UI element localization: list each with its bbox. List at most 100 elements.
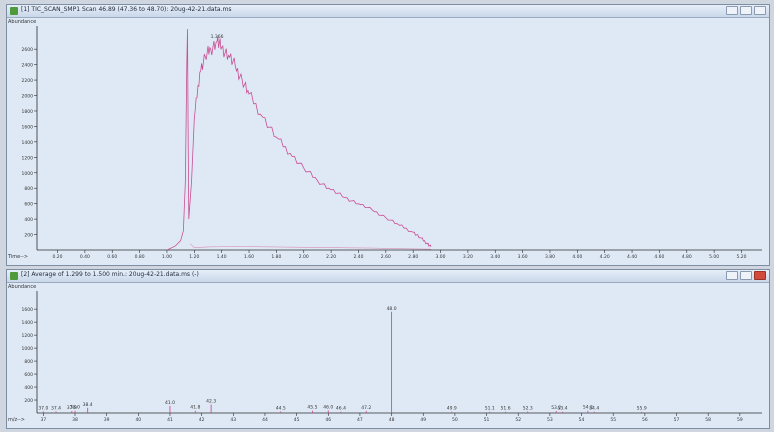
maximize-button[interactable] [740,271,752,280]
y-tick-label: 800 [24,186,33,192]
x-tick-label: 43 [230,417,236,423]
peak-mz-label: 37.4 [51,405,61,411]
peak-mz-label: 53.4 [558,406,568,412]
x-tick-label: 0.20 [53,254,63,260]
ms-chart: Abundance m/z--> 200 400 600 800 1000 1200 1400 1… [8,284,762,423]
x-tick-label: 58 [705,417,711,423]
peak-mz-label: 46.0 [323,404,333,410]
x-tick-label: 3.20 [463,254,473,260]
x-tick-label: 48 [389,417,395,423]
y-tick-label: 2200 [22,78,34,84]
x-tick-label: 3.00 [436,254,446,260]
x-tick-label: 51 [484,417,490,423]
y-tick-label: 1200 [22,155,34,161]
peak-mz-label: 46.4 [336,406,346,412]
y-tick-label: 2600 [22,47,34,53]
tic-plot-area[interactable]: Abundance Time--> 200 400 600 800 1000 1200 1400… [7,18,769,265]
x-tick-label: 45 [294,417,300,423]
tic-titlebar[interactable]: [1] TIC_SCAN_SMP1 Scan 46.89 (47.36 to 4… [7,5,769,18]
x-tick-label: 4.20 [600,254,610,260]
x-tick-label: 41 [167,417,173,423]
x-tick-label: 3.80 [545,254,555,260]
y-tick-label: 1400 [22,140,34,146]
x-tick-label: 2.80 [408,254,418,260]
close-button[interactable] [754,6,766,15]
peak-mz-label: 54.4 [589,406,599,412]
minimize-button[interactable] [726,271,738,280]
peak-mz-label: 51.6 [501,406,511,412]
y-tick-label: 1800 [22,109,34,115]
y-tick-label: 1600 [22,124,34,130]
peak-mz-label: 52.3 [523,405,533,411]
tic-chart: Abundance Time--> 200 400 600 800 1000 1200 1400… [7,19,762,260]
x-tick-label: 1.20 [189,254,199,260]
x-tick-label: 53 [547,417,553,423]
peak-mz-label: 53.2 [551,405,561,411]
tic-window[interactable]: [1] TIC_SCAN_SMP1 Scan 46.89 (47.36 to 4… [6,4,770,266]
tic-trace [189,243,432,250]
x-tick-label: 40 [135,417,141,423]
peak-mz-label: 44.5 [276,405,286,411]
peak-mz-label: 54.2 [583,405,593,411]
x-tick-label: 46 [325,417,331,423]
chromatogram-icon [10,7,18,15]
x-tick-label: 37 [40,417,46,423]
close-button[interactable] [754,271,766,280]
y-tick-label: 2400 [22,63,34,69]
x-tick-label: 59 [737,417,743,423]
tic-window-title: [1] TIC_SCAN_SMP1 Scan 46.89 (47.36 to 4… [21,6,232,13]
x-axis-label: Time--> [7,254,28,260]
y-tick-label: 2000 [22,94,34,100]
x-tick-label: 42 [199,417,205,423]
ms-window[interactable]: [2] Average of 1.299 to 1.500 min.: 20ug… [6,269,770,429]
y-tick-label: 400 [24,217,33,223]
x-tick-label: 5.20 [736,254,746,260]
peak-mz-label: 48.0 [387,306,397,312]
x-tick-label: 2.00 [299,254,309,260]
x-tick-label: 3.60 [518,254,528,260]
x-axis-label: m/z--> [8,417,25,423]
peak-mz-label: 49.9 [447,406,457,412]
x-tick-label: 1.40 [217,254,227,260]
minimize-button[interactable] [726,6,738,15]
x-tick-label: 54 [579,417,585,423]
peak-mz-label: 42.3 [206,399,216,405]
x-tick-label: 57 [674,417,680,423]
y-tick-label: 1600 [22,307,34,313]
y-tick-label: 600 [24,372,33,378]
peak-mz-label: 41.8 [190,405,200,411]
peak-mz-label: 38.4 [83,402,93,408]
spectrum-icon [10,272,18,280]
y-axis-label: Abundance [8,19,36,25]
peak-label: 1.366 [211,34,224,40]
peak-mz-label: 37.9 [67,405,77,411]
x-tick-label: 4.00 [572,254,582,260]
y-tick-label: 600 [24,202,33,208]
ms-plot-area[interactable]: Abundance m/z--> 200 400 600 800 1000 1200 1400 1… [7,283,769,428]
x-tick-label: 4.60 [654,254,664,260]
x-tick-label: 1.00 [162,254,172,260]
y-tick-label: 200 [24,233,33,239]
x-tick-label: 0.60 [107,254,117,260]
x-tick-label: 1.80 [271,254,281,260]
peak-mz-label: 47.2 [361,405,371,411]
x-tick-label: 1.60 [244,254,254,260]
y-tick-label: 1000 [22,346,34,352]
x-tick-label: 4.40 [627,254,637,260]
x-tick-label: 2.20 [326,254,336,260]
y-tick-label: 800 [24,359,33,365]
x-tick-label: 49 [420,417,426,423]
y-tick-label: 400 [24,385,33,391]
maximize-button[interactable] [740,6,752,15]
x-tick-label: 2.60 [381,254,391,260]
x-tick-label: 39 [104,417,110,423]
x-tick-label: 4.80 [682,254,692,260]
ms-window-title: [2] Average of 1.299 to 1.500 min.: 20ug… [21,271,199,278]
x-tick-label: 3.40 [490,254,500,260]
x-tick-label: 55 [610,417,616,423]
ms-titlebar[interactable]: [2] Average of 1.299 to 1.500 min.: 20ug… [7,270,769,283]
x-tick-label: 38 [72,417,78,423]
y-tick-label: 1200 [22,333,34,339]
peak-mz-label: 51.1 [485,406,495,412]
x-tick-label: 50 [452,417,458,423]
